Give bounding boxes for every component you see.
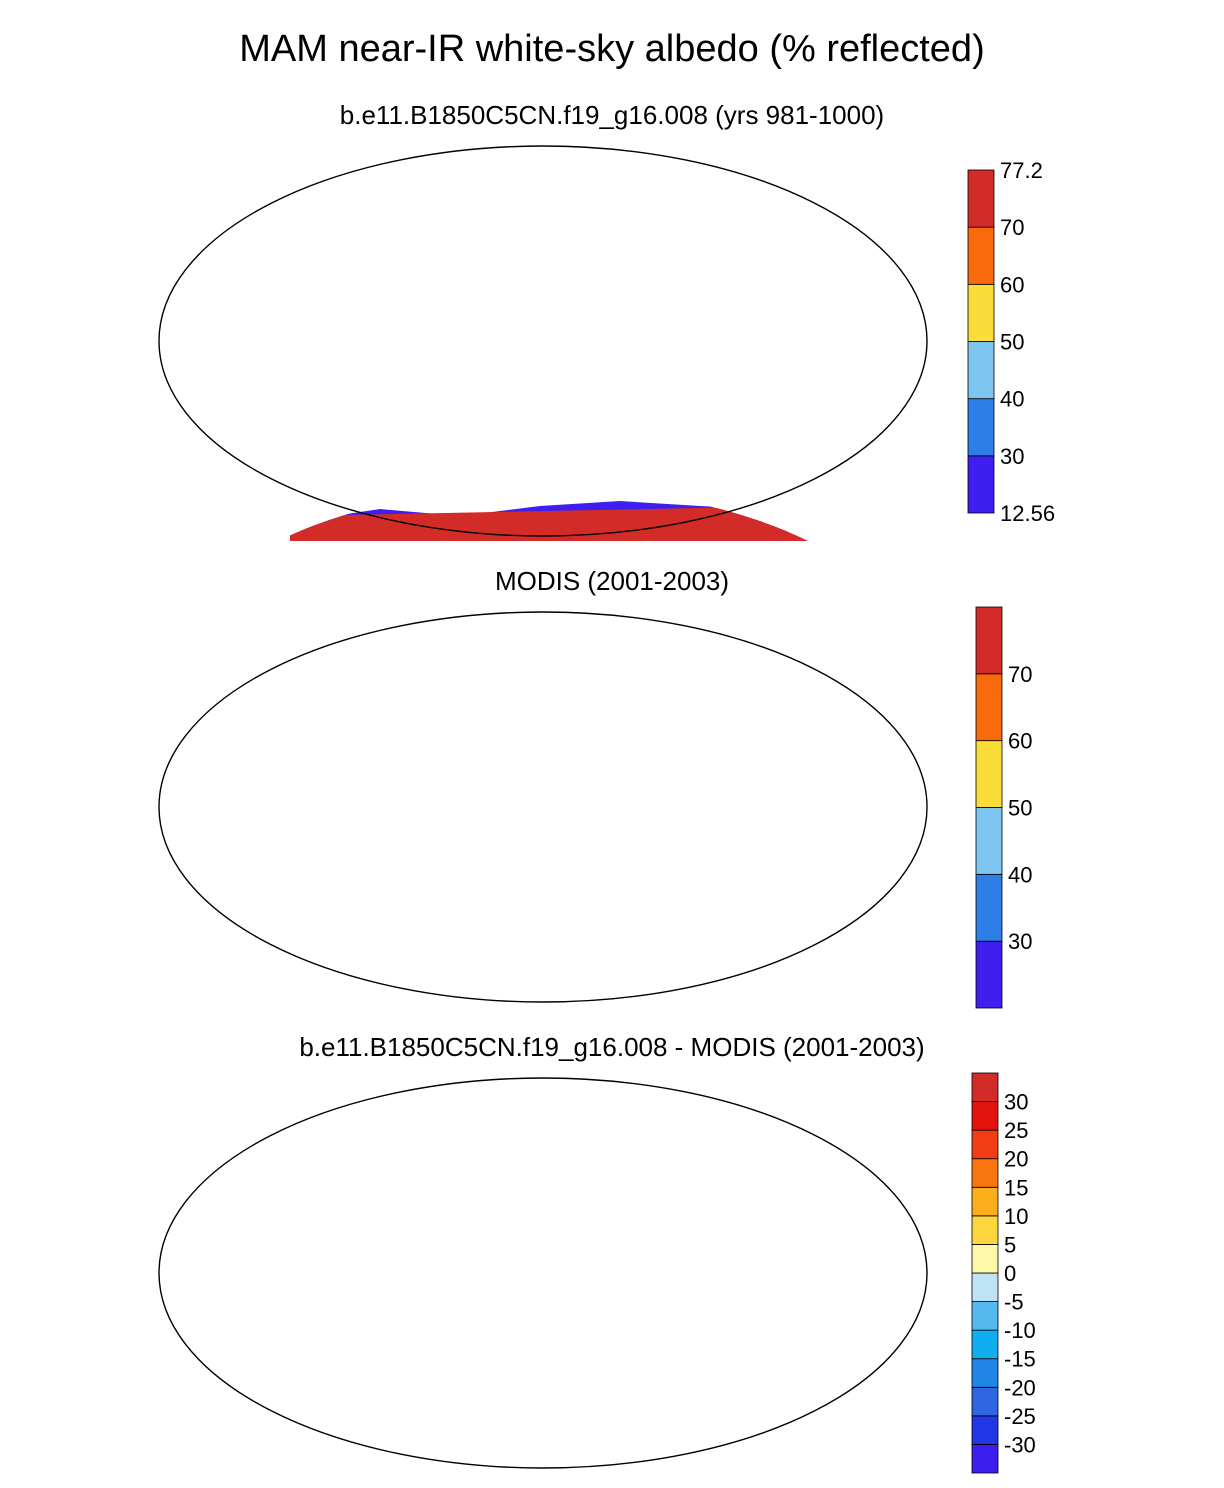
colorbar-tick-label: 12.56 (1000, 501, 1055, 526)
panel-3-title: b.e11.B1850C5CN.f19_g16.008 - MODIS (200… (299, 1032, 925, 1062)
colorbar-tick-label: 5 (1004, 1232, 1016, 1257)
colorbar-tick-label: 40 (1000, 387, 1024, 412)
colorbar-tick-label: -25 (1004, 1404, 1036, 1429)
colorbar-tick-label: -30 (1004, 1432, 1036, 1457)
colorbar-tick-label: 70 (1008, 662, 1032, 687)
colorbar-tick-label: -5 (1004, 1290, 1024, 1315)
colorbar-swatch (971, 1129, 999, 1160)
colorbar-swatch (975, 606, 1003, 675)
colorbar-swatch (975, 740, 1003, 808)
colorbar-tick-label: 70 (1000, 215, 1024, 240)
colorbar-tick-label: 77.2 (1000, 158, 1043, 183)
colorbar-swatch (971, 1329, 999, 1360)
colorbar-tick-label: 30 (1004, 1090, 1028, 1115)
colorbar-swatch (971, 1215, 999, 1245)
colorbar-tick-label: -15 (1004, 1347, 1036, 1372)
colorbar-swatch (971, 1101, 999, 1131)
panel-2-title: MODIS (2001-2003) (494, 566, 730, 596)
colorbar-tick-label: 20 (1004, 1147, 1028, 1172)
colorbar-swatch (975, 673, 1003, 742)
colorbar-tick-label: 30 (1000, 444, 1024, 469)
colorbar-swatch (975, 940, 1003, 1009)
colorbar-swatch (971, 1358, 999, 1388)
figure-title: MAM near-IR white-sky albedo (% reflecte… (239, 28, 985, 70)
colorbar-tick-label: 60 (1000, 272, 1024, 297)
colorbar-swatch (971, 1386, 999, 1417)
colorbar-tick-label: 60 (1008, 729, 1032, 754)
panel-1-title: b.e11.B1850C5CN.f19_g16.008 (yrs 981-100… (339, 100, 885, 130)
colorbar-swatch (971, 1244, 999, 1274)
colorbar-swatch (971, 1415, 999, 1445)
colorbar-tick-label: 15 (1004, 1175, 1028, 1200)
colorbar-tick-label: 50 (1008, 796, 1032, 821)
colorbar-tick-label: 50 (1000, 330, 1024, 355)
colorbar-swatch (971, 1301, 999, 1331)
colorbar-swatch (967, 169, 995, 228)
colorbar-1: 12.56 30 40 50 60 70 77.2 (967, 158, 1055, 526)
colorbar-swatch (971, 1272, 999, 1302)
colorbar-swatch (967, 341, 995, 400)
colorbar-swatch (975, 807, 1003, 875)
colorbar-tick-label: 10 (1004, 1204, 1028, 1229)
colorbar-tick-label: 0 (1004, 1261, 1016, 1286)
colorbar-swatch (971, 1444, 999, 1474)
colorbar-tick-label: -10 (1004, 1318, 1036, 1343)
colorbar-2: 30 40 50 60 70 (975, 606, 1032, 1009)
colorbar-tick-label: -20 (1004, 1375, 1036, 1400)
colorbar-swatch (967, 398, 995, 457)
colorbar-swatch (971, 1186, 999, 1217)
colorbar-tick-label: 30 (1008, 929, 1032, 954)
colorbar-tick-label: 25 (1004, 1118, 1028, 1143)
colorbar-swatch (971, 1158, 999, 1188)
colorbar-swatch (967, 226, 995, 285)
colorbar-swatch (967, 455, 995, 514)
colorbar-swatch (971, 1072, 999, 1102)
colorbar-swatch (975, 873, 1003, 942)
colorbar-swatch (967, 283, 995, 342)
colorbar-3: -30 -25 -20 -15 -10 -5 0 5 10 15 20 25 30 (971, 1072, 1036, 1474)
colorbar-tick-label: 40 (1008, 862, 1032, 887)
